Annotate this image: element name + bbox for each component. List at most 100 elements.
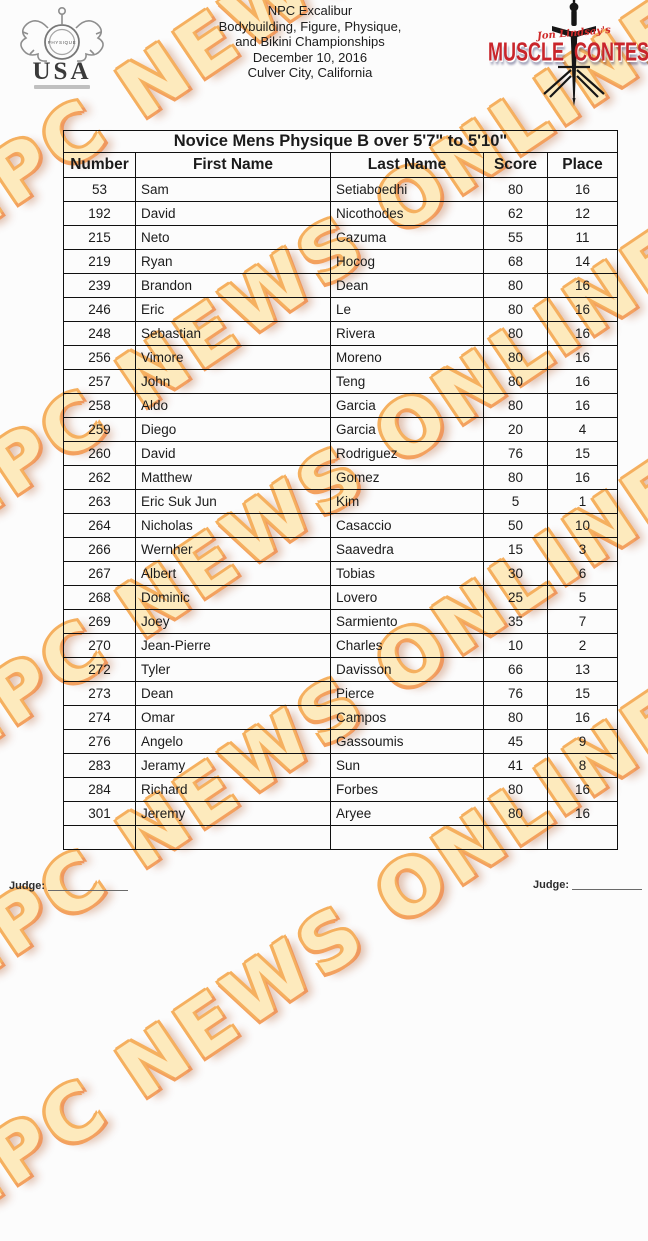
cell-last-name: Garcia	[330, 417, 484, 442]
emblem-seal-word: PHYSIQUE	[48, 40, 77, 45]
cell-number: 219	[63, 249, 136, 274]
cell-number: 276	[63, 729, 136, 754]
cell-last-name: Davisson	[330, 657, 484, 682]
cell-number: 260	[63, 441, 136, 466]
cell-score: 80	[483, 369, 548, 394]
cell-last-name: Forbes	[330, 777, 484, 802]
judge-signature-right: Judge:	[533, 879, 643, 891]
table-row: 274 Omar Campos 80 16	[63, 705, 618, 730]
cell-number: 262	[63, 465, 136, 490]
cell-score: 80	[483, 777, 548, 802]
cell-first-name: Omar	[135, 705, 331, 730]
cell-first-name: Ryan	[135, 249, 331, 274]
cell-score: 80	[483, 345, 548, 370]
results-table: Novice Mens Physique B over 5'7" to 5'10…	[63, 130, 618, 850]
table-row: 267 Albert Tobias 30 6	[63, 561, 618, 586]
column-header-place: Place	[547, 152, 618, 178]
cell-number: 273	[63, 681, 136, 706]
cell-last-name: Gomez	[330, 465, 484, 490]
cell-place: 8	[547, 753, 618, 778]
cell-score: 80	[483, 705, 548, 730]
cell-score: 80	[483, 393, 548, 418]
cell-last-name: Cazuma	[330, 225, 484, 250]
cell-first-name: Joey	[135, 609, 331, 634]
event-title-line: and Bikini Championships	[235, 34, 385, 49]
table-row: 246 Eric Le 80 16	[63, 297, 618, 322]
cell-score: 20	[483, 417, 548, 442]
cell-number: 256	[63, 345, 136, 370]
cell-first-name: Diego	[135, 417, 331, 442]
table-row: 53 Sam Setiaboedhi 80 16	[63, 177, 618, 202]
cell-place: 11	[547, 225, 618, 250]
table-row	[63, 825, 618, 850]
npc-usa-logo: PHYSIQUE USA	[12, 4, 112, 96]
cell-score: 30	[483, 561, 548, 586]
cell-last-name: Kim	[330, 489, 484, 514]
cell-place: 2	[547, 633, 618, 658]
cell-score: 80	[483, 177, 548, 202]
cell-last-name: Saavedra	[330, 537, 484, 562]
table-row: 269 Joey Sarmiento 35 7	[63, 609, 618, 634]
cell-number	[63, 825, 136, 850]
cell-number: 258	[63, 393, 136, 418]
cell-last-name: Gassoumis	[330, 729, 484, 754]
table-row: 219 Ryan Hocog 68 14	[63, 249, 618, 274]
cell-number: 266	[63, 537, 136, 562]
contest-word: CONTEST	[573, 38, 648, 68]
table-title-row: Novice Mens Physique B over 5'7" to 5'10…	[63, 130, 618, 153]
cell-place: 16	[547, 393, 618, 418]
cell-last-name: Campos	[330, 705, 484, 730]
cell-first-name	[135, 825, 331, 850]
table-row: 257 John Teng 80 16	[63, 369, 618, 394]
event-header: NPC Excalibur Bodybuilding, Figure, Phys…	[160, 3, 460, 81]
judge-label: Judge:	[533, 879, 570, 891]
cell-score: 41	[483, 753, 548, 778]
cell-first-name: Angelo	[135, 729, 331, 754]
usa-logo-subtext-bar	[34, 85, 90, 89]
cell-place: 16	[547, 777, 618, 802]
cell-first-name: Jeremy	[135, 801, 331, 826]
cell-last-name: Aryee	[330, 801, 484, 826]
cell-first-name: Nicholas	[135, 513, 331, 538]
cell-place: 15	[547, 681, 618, 706]
cell-first-name: Albert	[135, 561, 331, 586]
cell-first-name: Aldo	[135, 393, 331, 418]
table-row: 263 Eric Suk Jun Kim 5 1	[63, 489, 618, 514]
cell-number: 272	[63, 657, 136, 682]
cell-number: 246	[63, 297, 136, 322]
table-row: 256 Vimore Moreno 80 16	[63, 345, 618, 370]
table-row: 301 Jeremy Aryee 80 16	[63, 801, 618, 826]
judge-signature-left: Judge:	[9, 880, 129, 892]
results-body: 53 Sam Setiaboedhi 80 16 192 David Nicot…	[63, 177, 618, 850]
column-header-score: Score	[483, 152, 548, 178]
cell-place: 6	[547, 561, 618, 586]
muscle-contest-wordmark: MUSCLE CONTEST	[488, 39, 648, 69]
cell-number: 284	[63, 777, 136, 802]
cell-score: 10	[483, 633, 548, 658]
cell-first-name: Tyler	[135, 657, 331, 682]
table-row: 272 Tyler Davisson 66 13	[63, 657, 618, 682]
cell-place: 10	[547, 513, 618, 538]
table-row: 270 Jean-Pierre Charles 10 2	[63, 633, 618, 658]
cell-last-name: Sun	[330, 753, 484, 778]
cell-number: 53	[63, 177, 136, 202]
table-row: 260 David Rodriguez 76 15	[63, 441, 618, 466]
cell-score: 35	[483, 609, 548, 634]
cell-first-name: Eric	[135, 297, 331, 322]
cell-first-name: Jean-Pierre	[135, 633, 331, 658]
cell-score: 50	[483, 513, 548, 538]
judge-signature-line	[48, 890, 129, 891]
cell-score: 62	[483, 201, 548, 226]
cell-first-name: David	[135, 441, 331, 466]
cell-last-name: Le	[330, 297, 484, 322]
cell-last-name: Teng	[330, 369, 484, 394]
cell-place: 7	[547, 609, 618, 634]
cell-first-name: Richard	[135, 777, 331, 802]
table-header-row: Number First Name Last Name Score Place	[63, 152, 618, 178]
table-row: 273 Dean Pierce 76 15	[63, 681, 618, 706]
cell-place: 16	[547, 705, 618, 730]
cell-score: 80	[483, 297, 548, 322]
cell-last-name: Dean	[330, 273, 484, 298]
table-row: 215 Neto Cazuma 55 11	[63, 225, 618, 250]
cell-last-name: Rivera	[330, 321, 484, 346]
